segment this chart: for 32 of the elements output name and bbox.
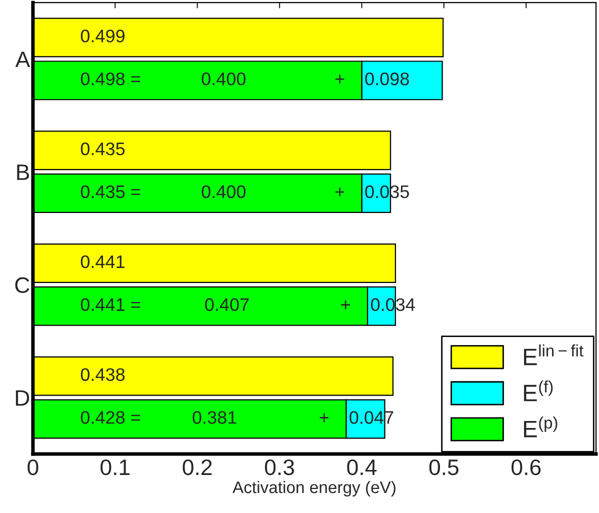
annotation: + — [335, 74, 344, 84]
annotation: + — [341, 300, 350, 310]
annotation: + — [335, 188, 344, 196]
legend-label: E$^{lin−fit}$ — [524, 344, 584, 366]
data-label: 0.435 — [80, 142, 125, 156]
annotation: + — [320, 413, 329, 422]
data-label: 0.499 — [80, 30, 124, 42]
x-tick-label: 0.5 — [429, 459, 458, 476]
data-label: 0.381 — [192, 411, 236, 424]
x-tick-label: 0.6 — [512, 459, 541, 476]
annotation: 0.441 = — [80, 298, 140, 312]
y-tick-label: B — [17, 164, 29, 180]
data-label: 0.098 — [365, 72, 409, 86]
data-label: 0.441 — [80, 255, 124, 268]
y-tick-label: A — [15, 52, 30, 68]
annotation: 0.435 = — [80, 185, 140, 198]
data-label: 0.438 — [80, 368, 125, 381]
x-tick-label: 0.4 — [347, 459, 377, 476]
x-tick-label: 0.3 — [264, 459, 294, 476]
annotation: 0.428 = — [80, 411, 140, 424]
y-tick-label: D — [16, 390, 30, 406]
x-axis-title: Activation energy (eV) — [232, 480, 396, 497]
data-label: 0.400 — [202, 185, 246, 198]
x-tick-label: 0.2 — [182, 459, 212, 476]
data-label: 0.407 — [205, 298, 249, 312]
y-tick-label: C — [15, 277, 30, 293]
data-label: 0.400 — [202, 72, 246, 86]
x-tick-label: 0.1 — [100, 459, 130, 476]
x-tick-label: 0 — [28, 459, 38, 476]
legend-label: E$^{(p)}$ — [524, 416, 558, 438]
annotation: 0.498 = — [80, 72, 140, 86]
legend-label: E$^{(f)}$ — [524, 380, 553, 402]
